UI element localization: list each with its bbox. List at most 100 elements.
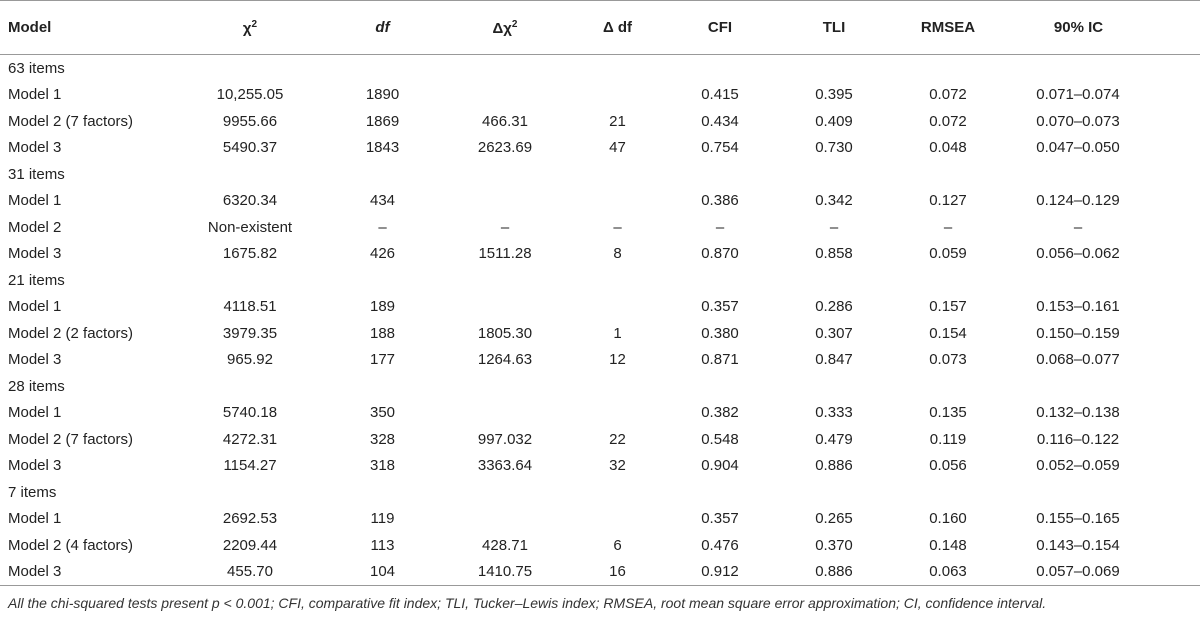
cell: – [943,218,953,236]
cell: 10,255.05 [216,86,284,104]
cell [435,82,575,109]
cell: 1805.30 [477,324,533,342]
section-row: 63 items [0,55,1200,82]
model-row: Model 3 965.92 177 1264.63 12 0.871 0.847 0.073… [0,347,1200,374]
cell: 0.072 [929,86,967,104]
cell: 3363.64 [477,457,533,475]
cell: 0.912 [660,558,780,586]
header-superscript: 2 [251,18,258,30]
cell: 0.160 [929,510,967,528]
cell: 0.057–0.069 [1008,558,1200,586]
model-name: Model 2 (4 factors) [8,536,134,554]
model-name: Model 3 [8,457,62,475]
model-name: Model 3 [8,245,62,263]
column-header: RMSEA [888,0,1008,55]
cell: 21 [609,112,626,130]
cell: 0.382 [701,404,739,422]
cell: 0.132–0.138 [1036,404,1120,422]
section-label: 28 items [8,377,65,395]
cell: 0.476 [701,536,739,554]
model-row: Model 2 Non-existent – – – – – – – [0,214,1200,241]
cell: 8 [613,245,622,263]
model-row: Model 3 5490.37 1843 2623.69 47 0.754 0.730 0.0… [0,135,1200,162]
cell [575,400,660,427]
cell: 0.904 [701,457,739,475]
cell: 0.333 [815,404,853,422]
footnote: All the chi-squared tests present p < 0.… [8,595,1047,611]
section-row: 28 items [0,373,1200,400]
cell: 0.148 [929,536,967,554]
cell: 32 [609,457,626,475]
cell: 0.127 [929,192,967,210]
cell: 0.265 [815,510,853,528]
cell: – [829,218,839,236]
cell: 0.434 [701,112,739,130]
column-header: CFI [660,0,780,55]
cell: 9955.66 [222,112,278,130]
cell: 177 [369,351,396,369]
cell: 1 [613,324,622,342]
cell: 997.032 [477,430,533,448]
cell: 6 [613,536,622,554]
section-label: 7 items [8,483,57,501]
cell: 0.395 [815,86,853,104]
cell: 47 [609,139,626,157]
model-row: Model 3 455.70 104 1410.75 16 0.912 0.886 0.063… [0,558,1200,586]
cell: 0.070–0.073 [1036,112,1120,130]
section-label: 21 items [8,271,65,289]
header-text: Model [8,19,52,36]
cell: 0.135 [929,404,967,422]
model-row: Model 1 10,255.05 1890 0.415 0.395 0.072 0.071… [0,82,1200,109]
cell: 0.056–0.062 [1036,245,1120,263]
model-name: Model 1 [8,192,62,210]
cell: 6320.34 [222,192,278,210]
cell: 0.380 [701,324,739,342]
cell: 0.119 [929,430,967,448]
column-header: Model [0,0,170,55]
cell: – [613,218,622,236]
cell: 428.71 [482,536,528,554]
cell: 0.063 [888,558,1008,586]
cell: 1843 [365,139,400,157]
cell: 434 [369,192,396,210]
section-row: 31 items [0,161,1200,188]
cell [575,294,660,321]
cell [575,506,660,533]
header-superscript: 2 [511,18,518,30]
cell: 5740.18 [222,404,278,422]
cell: 1511.28 [478,245,532,263]
cell [435,294,575,321]
cell: 16 [575,558,660,586]
cell: 0.847 [815,351,853,369]
model-row: Model 1 6320.34 434 0.386 0.342 0.127 0.124–0.… [0,188,1200,215]
model-row: Model 1 5740.18 350 0.382 0.333 0.135 0.132–0.… [0,400,1200,427]
fit-table: Model χ2 df Δχ2 Δ df CFI TLI RMSEA 90% IC 63 ite… [0,0,1200,586]
cell: 0.155–0.165 [1036,510,1120,528]
section-row: 7 items [0,479,1200,506]
header-text: TLI [822,19,846,36]
cell: – [715,218,725,236]
cell: 0.370 [815,536,853,554]
section-label: 63 items [8,59,65,77]
cell [575,188,660,215]
model-name: Model 1 [8,86,62,104]
column-header: Δχ2 [435,0,575,55]
cell: 1890 [365,86,400,104]
cell: 0.047–0.050 [1036,139,1120,157]
model-row: Model 2 (4 factors) 2209.44 113 428.71 6 0.47… [0,532,1200,559]
cell: 0.730 [815,139,853,157]
table-body: 63 items Model 1 10,255.05 1890 0.415 0.395 0.… [0,55,1200,586]
cell: 12 [609,351,626,369]
cell: 0.871 [701,351,739,369]
model-row: Model 1 4118.51 189 0.357 0.286 0.157 0.153–0.… [0,294,1200,321]
cell: 0.886 [815,457,853,475]
column-header: df [330,0,435,55]
cell: 188 [369,324,396,342]
model-row: Model 2 (2 factors) 3979.35 188 1805.30 1 0.3… [0,320,1200,347]
section-label: 31 items [8,165,65,183]
cell: 4272.31 [222,430,278,448]
cell: 0.886 [780,558,888,586]
cell: 455.70 [170,558,330,586]
cell: Non-existent [207,218,293,236]
cell: 0.386 [701,192,739,210]
